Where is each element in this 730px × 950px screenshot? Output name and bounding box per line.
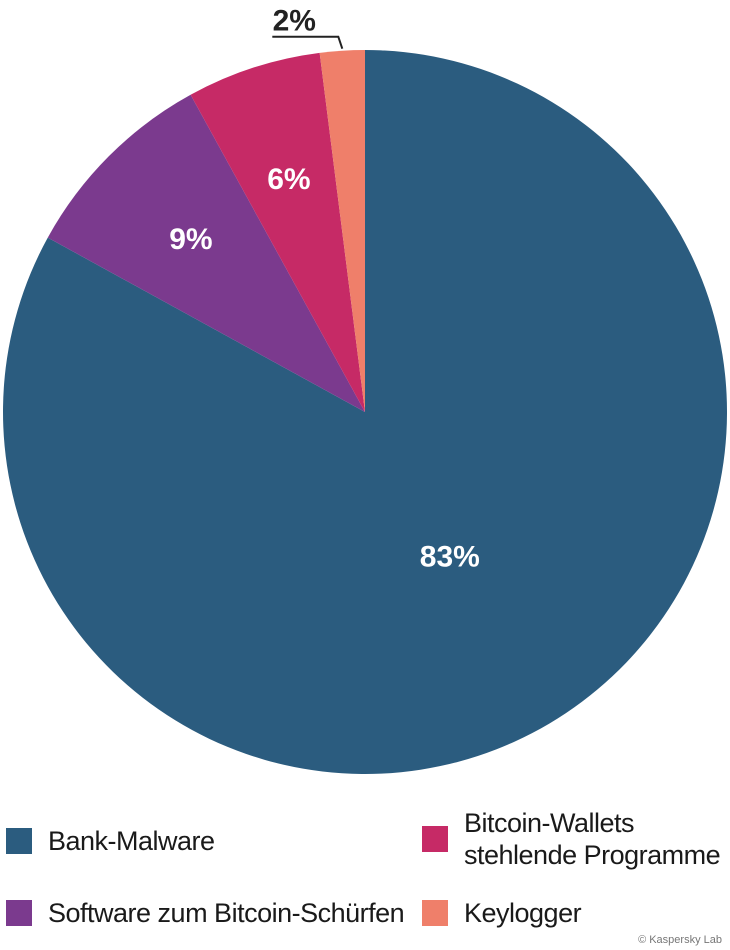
legend-swatch-keylogger xyxy=(422,900,448,926)
slice-label-software-zum-bitcoin-sch-rfen: 9% xyxy=(169,223,212,256)
legend: Bank-Malware Bitcoin-Wallets stehlende P… xyxy=(0,805,730,935)
slice-label-bitcoin-wallets-stehlende-programme: 6% xyxy=(267,163,310,196)
pie-chart: 83% 9% 6% 2% xyxy=(3,5,728,774)
legend-label-bitcoin-wallets: Bitcoin-Wallets stehlende Programme xyxy=(464,807,721,871)
legend-item-bank-malware: Bank-Malware xyxy=(6,825,215,857)
legend-swatch-bank-malware xyxy=(6,828,32,854)
legend-label-bitcoin-wallets-line1: Bitcoin-Wallets xyxy=(464,808,635,838)
copyright-text: © Kaspersky Lab xyxy=(638,934,722,946)
legend-item-bitcoin-mining: Software zum Bitcoin-Schürfen xyxy=(6,897,405,929)
legend-item-bitcoin-wallets: Bitcoin-Wallets stehlende Programme xyxy=(422,807,721,871)
pie-slice-bank-malware xyxy=(3,50,728,774)
legend-label-bitcoin-wallets-line2: stehlende Programme xyxy=(464,840,721,870)
legend-swatch-bitcoin-wallets xyxy=(422,826,448,852)
legend-label-keylogger: Keylogger xyxy=(464,898,582,928)
pie-slice-software-zum-bitcoin-sch-rfen xyxy=(47,94,365,412)
slice-label-bank-malware: 83% xyxy=(420,540,480,573)
legend-label-bank-malware: Bank-Malware xyxy=(48,826,215,856)
legend-swatch-bitcoin-mining xyxy=(6,900,32,926)
leader-line-keylogger xyxy=(272,35,344,50)
pie-slice-bitcoin-wallets-stehlende-programme xyxy=(190,52,365,412)
pie-slice-keylogger xyxy=(319,49,365,412)
legend-item-keylogger: Keylogger xyxy=(422,897,582,929)
legend-label-bitcoin-mining: Software zum Bitcoin-Schürfen xyxy=(48,898,405,928)
slice-label-keylogger: 2% xyxy=(273,5,316,38)
